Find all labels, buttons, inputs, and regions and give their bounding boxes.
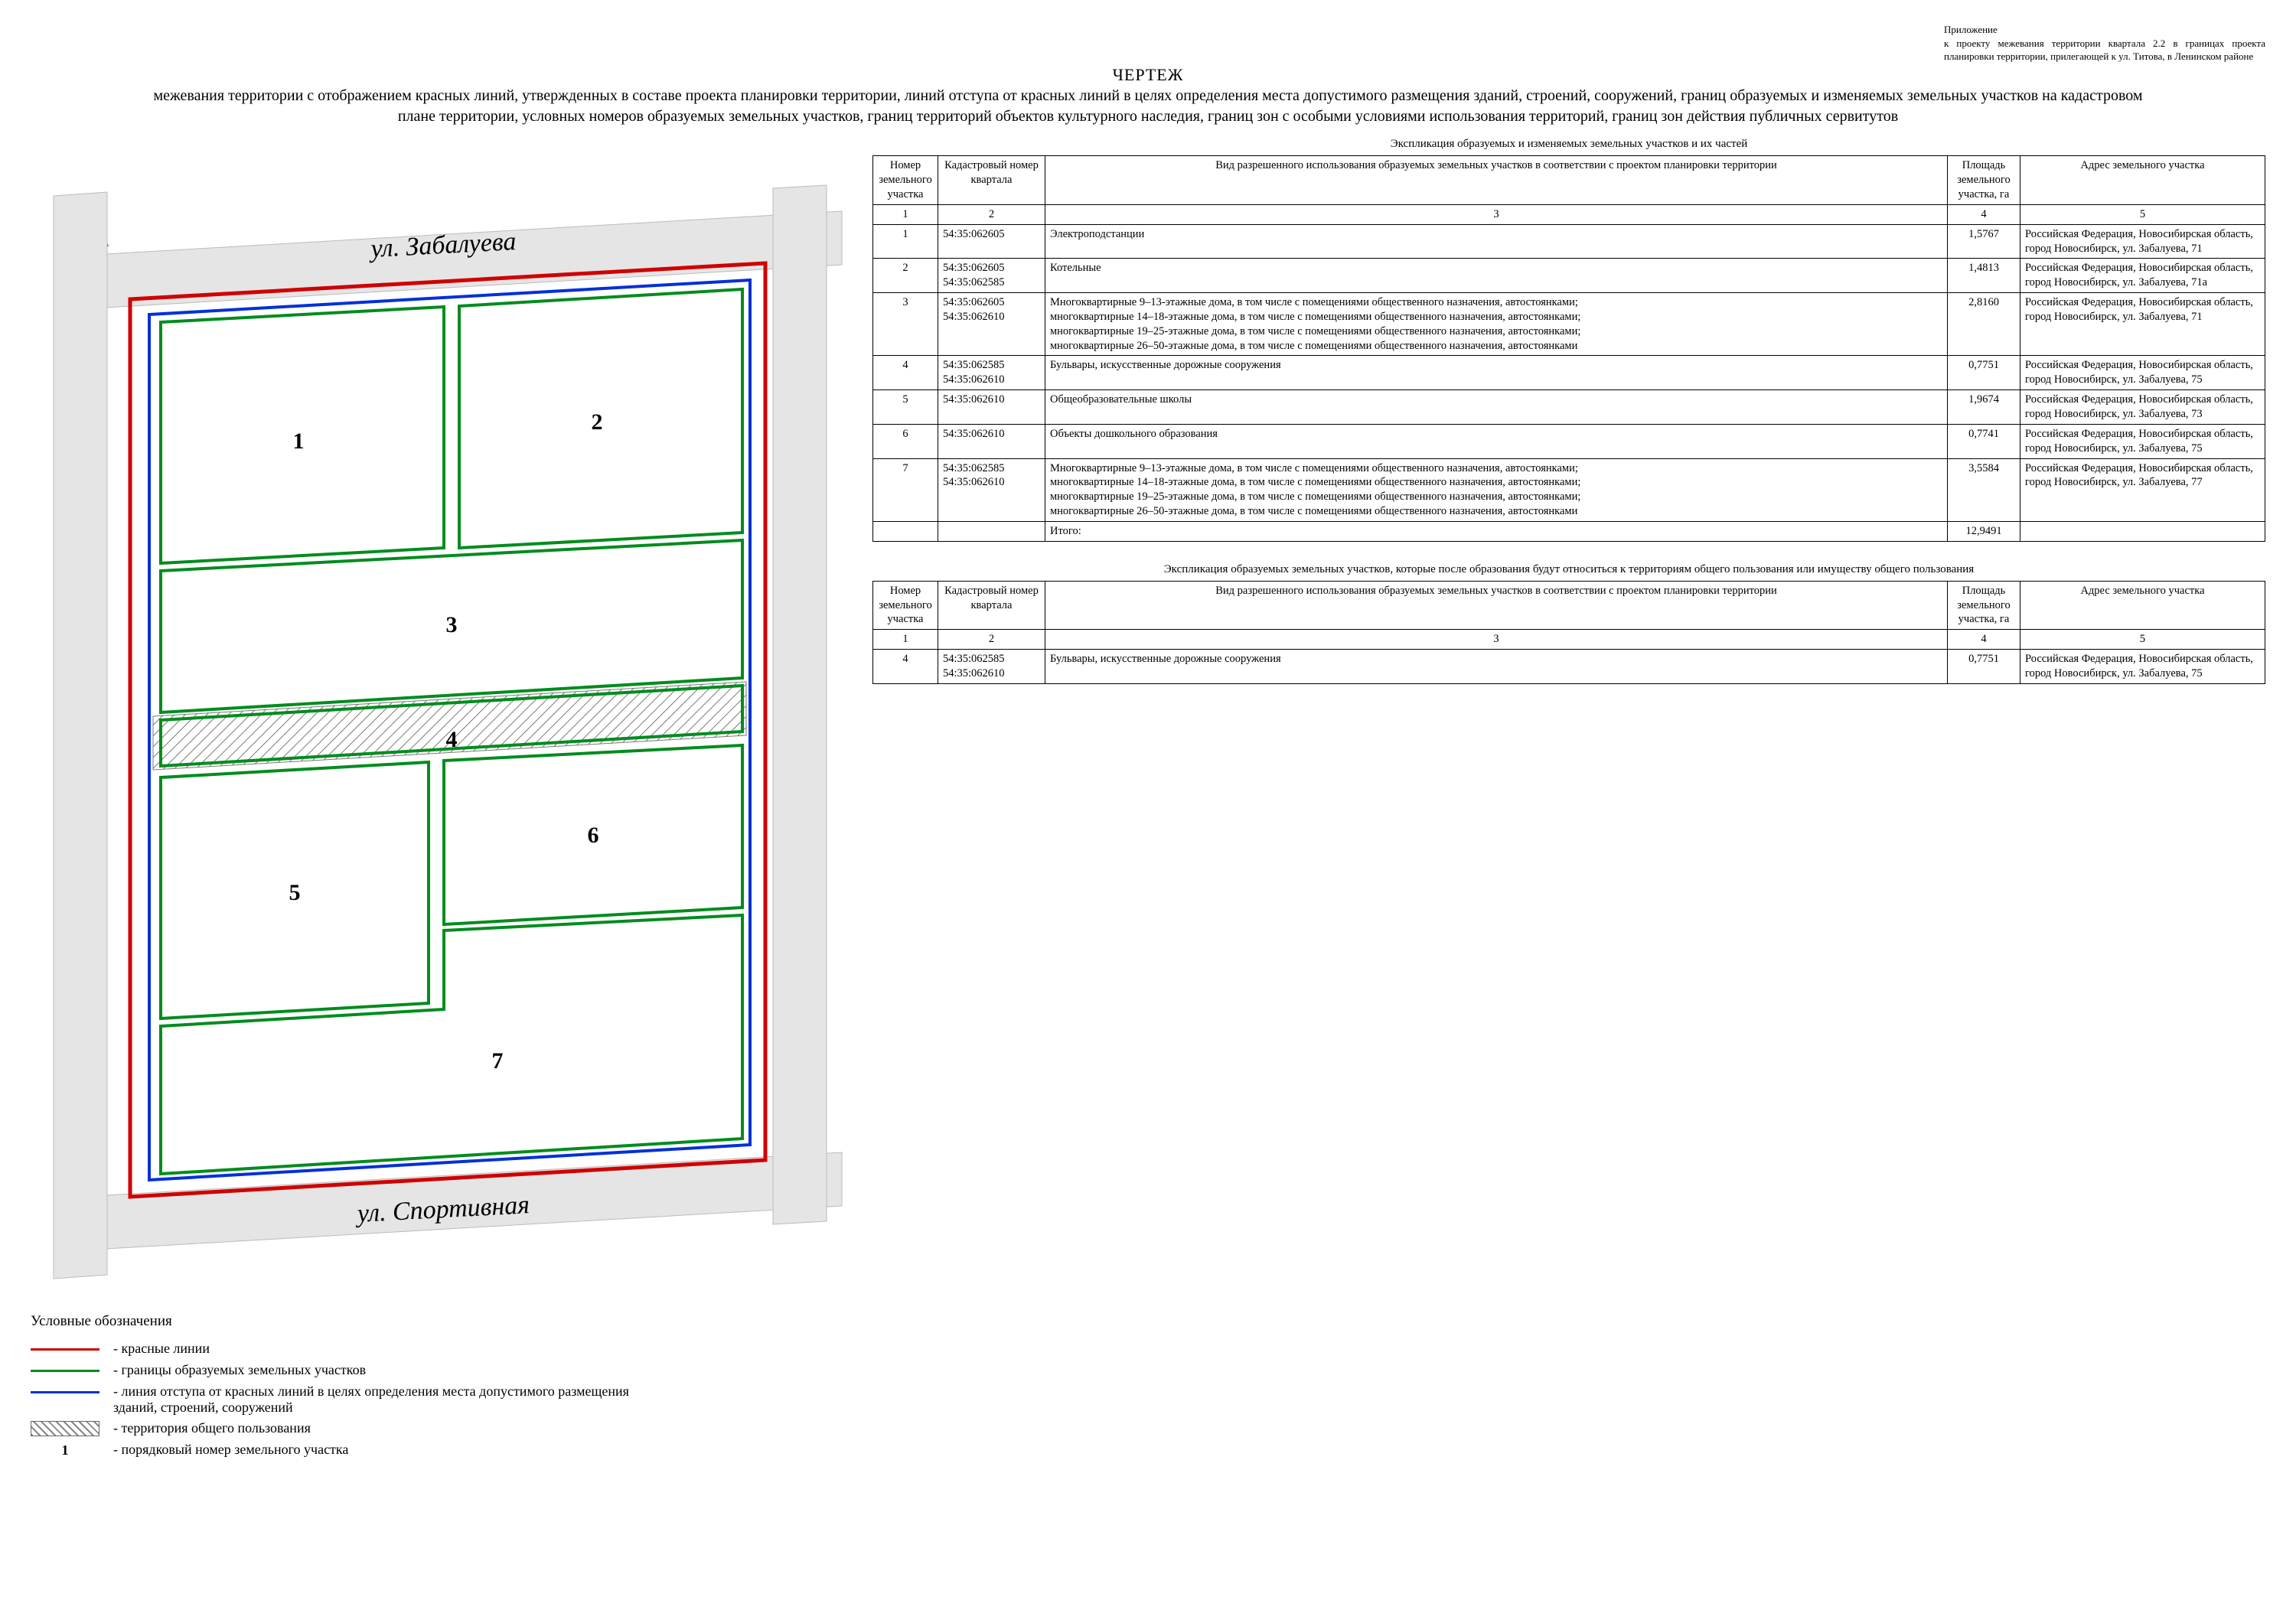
legend-row: - границы образуемых земельных участков (31, 1362, 850, 1379)
legend-text: - линия отступа от красных линий в целях… (113, 1383, 664, 1416)
table2-header-row: Номер земельного участка Кадастровый ном… (873, 581, 2265, 630)
table-row: 554:35:062610Общеобразовательные школы1,… (873, 390, 2265, 425)
annex-block: Приложение к проекту межевания территори… (1944, 23, 2265, 64)
svg-text:1: 1 (293, 429, 305, 454)
title-word: ЧЕРТЕЖ (153, 64, 2143, 86)
table-row: 454:35:062585 54:35:062610Бульвары, иску… (873, 650, 2265, 684)
title-block: ЧЕРТЕЖ межевания территории с отображени… (153, 64, 2143, 128)
annex-line2: к проекту межевания территории квартала … (1944, 37, 2265, 64)
legend-text: - порядковый номер земельного участка (113, 1442, 348, 1458)
legend-row: 1 - порядковый номер земельного участка (31, 1442, 850, 1458)
legend-title: Условные обозначения (31, 1313, 850, 1330)
cadastral-map: ул. Забалуева ул. Спортивная (31, 165, 850, 1282)
annex-line1: Приложение (1944, 23, 2265, 37)
table2-numrow: 1 2 3 4 5 (873, 630, 2265, 650)
legend-text: - границы образуемых земельных участков (113, 1362, 366, 1378)
table-row: 654:35:062610Объекты дошкольного образов… (873, 424, 2265, 458)
svg-text:2: 2 (592, 409, 603, 435)
table-row: 154:35:062605Электроподстанции1,5767Росс… (873, 224, 2265, 259)
table-total-row: Итого:12,9491 (873, 521, 2265, 541)
legend-swatch: 1 (31, 1442, 99, 1458)
legend-row: - линия отступа от красных линий в целях… (31, 1383, 850, 1416)
legend-swatch (31, 1362, 99, 1379)
table2: Номер земельного участка Кадастровый ном… (872, 581, 2265, 684)
legend-swatch (31, 1341, 99, 1357)
legend-swatch (31, 1420, 99, 1437)
title-lines: межевания территории с отображением крас… (153, 86, 2143, 127)
legend: Условные обозначения - красные линии - гр… (31, 1313, 850, 1458)
th-area: Площадь земельного участка, га (1948, 156, 2020, 205)
table-row: 354:35:062605 54:35:062610Многоквартирны… (873, 293, 2265, 356)
th-addr: Адрес земельного участка (2020, 156, 2265, 205)
svg-text:7: 7 (492, 1048, 504, 1074)
table1-caption: Экспликация образуемых и изменяемых земе… (872, 138, 2265, 151)
svg-text:6: 6 (588, 823, 599, 848)
legend-text: - красные линии (113, 1341, 210, 1357)
legend-row: - красные линии (31, 1341, 850, 1357)
table-row: 754:35:062585 54:35:062610Многоквартирны… (873, 458, 2265, 521)
legend-text: - территория общего пользования (113, 1420, 311, 1436)
th-num: Номер земельного участка (873, 156, 938, 205)
table1: Номер земельного участка Кадастровый ном… (872, 155, 2265, 541)
table-row: 254:35:062605 54:35:062585Котельные1,481… (873, 259, 2265, 293)
table-row: 454:35:062585 54:35:062610Бульвары, иску… (873, 356, 2265, 390)
legend-swatch (31, 1383, 99, 1400)
legend-row: - территория общего пользования (31, 1420, 850, 1437)
th-kad: Кадастровый номер квартала (938, 156, 1045, 205)
table2-caption: Экспликация образуемых земельных участко… (1110, 563, 2028, 576)
table1-header-row: Номер земельного участка Кадастровый ном… (873, 156, 2265, 205)
svg-text:3: 3 (446, 612, 458, 637)
th-use: Вид разрешенного использования образуемы… (1045, 156, 1948, 205)
svg-text:4: 4 (446, 727, 458, 752)
svg-text:5: 5 (289, 880, 301, 905)
table1-numrow: 1 2 3 4 5 (873, 204, 2265, 224)
